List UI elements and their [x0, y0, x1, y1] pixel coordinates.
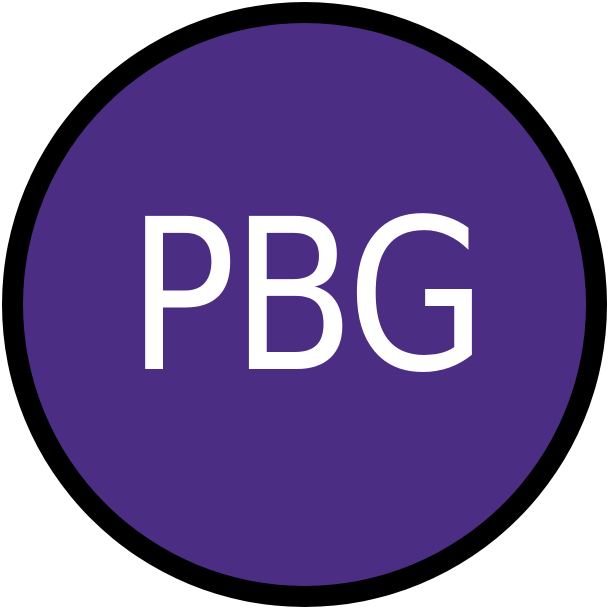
badge-inner-circle: PBG	[23, 23, 586, 586]
badge-text: PBG	[127, 173, 486, 419]
